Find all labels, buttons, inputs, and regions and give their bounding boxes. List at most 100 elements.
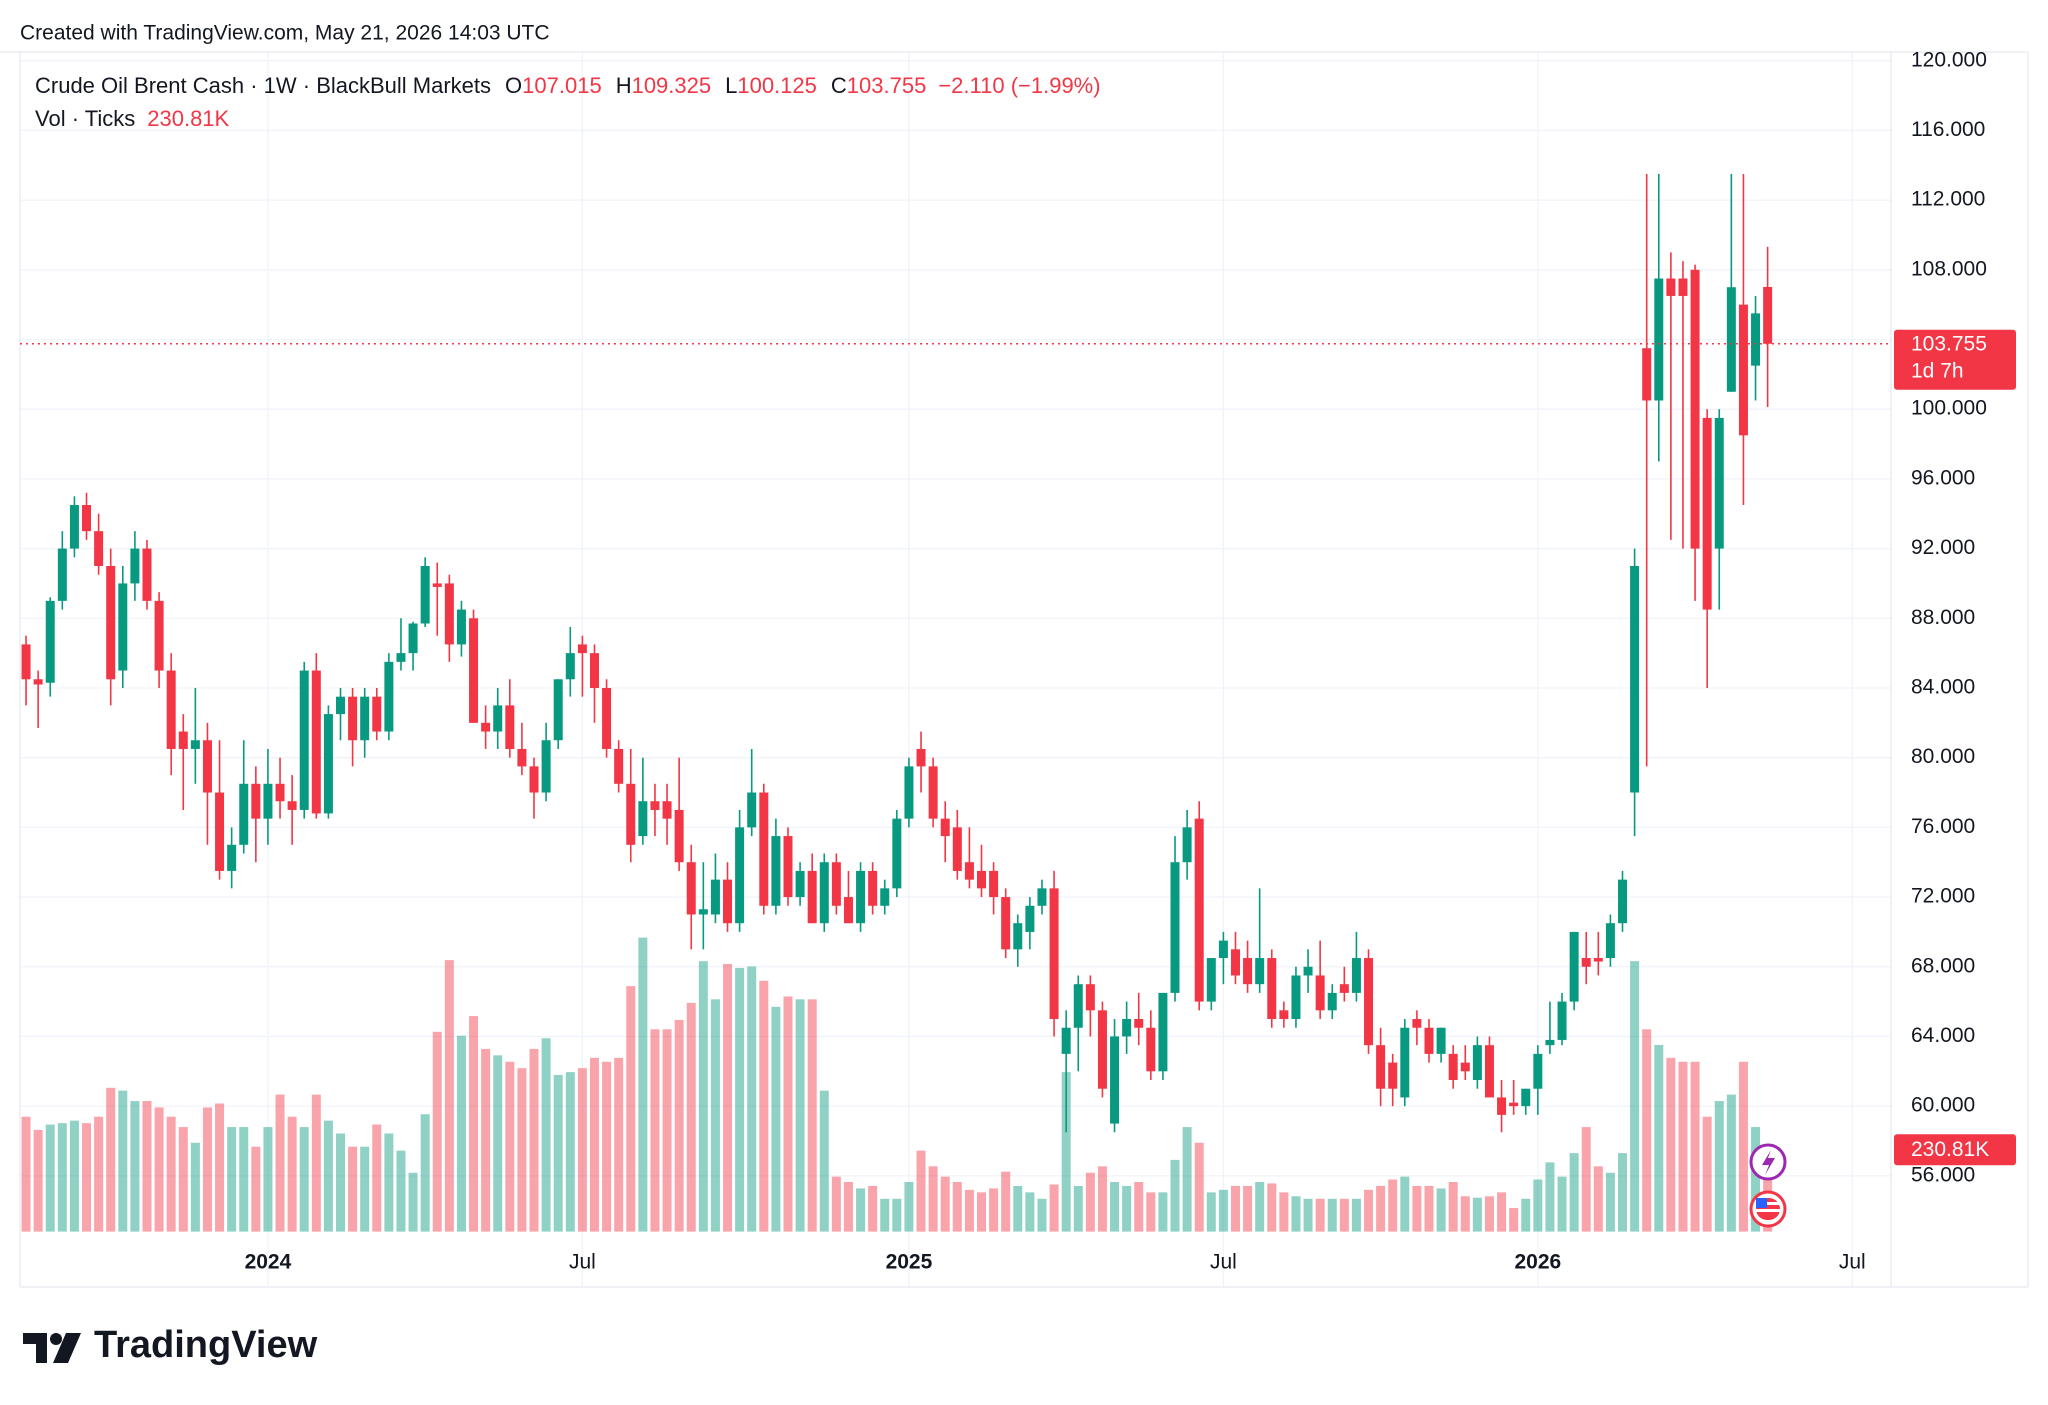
flag-stripe xyxy=(1756,1209,1780,1212)
candle-body xyxy=(1134,1019,1144,1028)
y-tick-label: 72.000 xyxy=(1911,885,1975,908)
volume-bar xyxy=(57,1123,67,1232)
candle-body xyxy=(396,653,406,662)
volume-bar xyxy=(1424,1185,1434,1232)
volume-bar xyxy=(323,1120,333,1232)
candle-body xyxy=(275,783,285,802)
candle-body xyxy=(723,879,733,924)
candle-body xyxy=(1376,1045,1386,1089)
volume-bar xyxy=(686,1002,696,1232)
candle-body xyxy=(1122,1019,1132,1037)
candle-body xyxy=(21,644,31,680)
logo-dot xyxy=(50,1333,62,1345)
volume-bar xyxy=(1025,1192,1035,1232)
volume-bar xyxy=(1763,1149,1773,1232)
volume-bar xyxy=(916,1150,926,1232)
volume-bar xyxy=(807,999,817,1232)
volume-bar xyxy=(1678,1061,1688,1232)
volume-bar xyxy=(263,1127,273,1232)
candle-body xyxy=(783,836,793,898)
volume-bar xyxy=(1243,1185,1253,1232)
volume-bar xyxy=(940,1176,950,1232)
candle-body xyxy=(1618,879,1628,924)
candle-body xyxy=(57,548,67,601)
volume-bar xyxy=(1605,1172,1615,1232)
candle-body xyxy=(360,696,370,741)
volume-bar xyxy=(202,1107,212,1232)
candle-body xyxy=(469,618,479,723)
open-value: 107.015 xyxy=(522,73,602,98)
candle-body xyxy=(1230,949,1240,976)
candle-body xyxy=(1509,1102,1519,1107)
candle-body xyxy=(384,661,394,732)
candle-body xyxy=(1025,905,1035,932)
volume-bar xyxy=(1182,1127,1192,1232)
volume-bar xyxy=(1230,1185,1240,1232)
volume-bar xyxy=(1376,1185,1386,1232)
candle-body xyxy=(348,696,358,741)
volume-bar xyxy=(408,1172,418,1232)
volume-bar xyxy=(1460,1196,1470,1232)
volume-bar xyxy=(178,1127,188,1232)
candle-body xyxy=(1110,1036,1120,1124)
candle-body xyxy=(299,670,309,810)
y-tick-label: 64.000 xyxy=(1911,1024,1975,1047)
volume-bar xyxy=(565,1072,575,1232)
candle-body xyxy=(408,623,418,654)
y-tick-label: 88.000 xyxy=(1911,606,1975,629)
volume-bar xyxy=(1726,1094,1736,1232)
volume-pane xyxy=(21,937,1773,1232)
volume-bar xyxy=(106,1087,116,1232)
volume-bar xyxy=(444,960,454,1232)
candle-body xyxy=(1388,1062,1398,1089)
icons xyxy=(1749,1143,1787,1228)
candle-body xyxy=(698,909,708,915)
candle-body xyxy=(1424,1027,1434,1054)
candle-body xyxy=(940,818,950,837)
candle-body xyxy=(1097,1010,1107,1089)
volume-bar xyxy=(759,980,769,1232)
candle-body xyxy=(541,740,551,793)
candle-body xyxy=(1001,897,1011,950)
close-value: 103.755 xyxy=(847,73,927,98)
volume-bar xyxy=(1291,1196,1301,1232)
candle-body xyxy=(977,870,987,889)
candle-body xyxy=(166,670,176,749)
volume-legend: Vol · Ticks 230.81K xyxy=(35,106,230,131)
candle-body xyxy=(1206,958,1216,1002)
volume-bar xyxy=(239,1127,249,1232)
candle-body xyxy=(1557,1001,1567,1040)
candle-body xyxy=(686,862,696,915)
candle-body xyxy=(1279,1010,1289,1020)
candle-body xyxy=(1013,923,1023,950)
candle-body xyxy=(1364,958,1374,1046)
candle-body xyxy=(589,653,599,688)
volume-bar xyxy=(275,1094,285,1232)
volume-bar xyxy=(831,1176,841,1232)
volume-bar xyxy=(747,966,757,1232)
close-letter: C xyxy=(831,73,847,98)
candle-body xyxy=(1255,958,1265,985)
volume-bar xyxy=(541,1038,551,1232)
volume-bar xyxy=(529,1048,539,1232)
brand: TradingView xyxy=(94,1324,318,1366)
candle-body xyxy=(202,740,212,793)
candle-body xyxy=(856,870,866,924)
volume-bar xyxy=(348,1146,358,1232)
candle-body xyxy=(868,870,878,906)
candle-body xyxy=(1521,1088,1531,1107)
volume-bar xyxy=(1170,1159,1180,1232)
volume-bar xyxy=(1448,1182,1458,1232)
volume-bar xyxy=(1412,1185,1422,1232)
volume-bar xyxy=(1642,1029,1652,1232)
candle-body xyxy=(69,505,79,549)
candle-body xyxy=(928,766,938,819)
candle-body xyxy=(1472,1045,1482,1081)
candle-body xyxy=(1327,992,1337,1011)
candle-body xyxy=(432,583,442,587)
candle-body xyxy=(1533,1053,1543,1089)
volume-bar xyxy=(1400,1176,1410,1232)
volume-bar xyxy=(456,1035,466,1232)
candle-body xyxy=(1073,984,1083,1028)
logo-mark xyxy=(53,1333,81,1363)
